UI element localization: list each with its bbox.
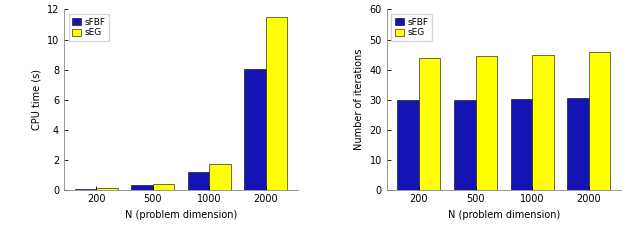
- Bar: [244, 69, 266, 190]
- Y-axis label: Number of iterations: Number of iterations: [354, 49, 364, 150]
- Bar: [567, 98, 589, 190]
- Bar: [266, 17, 287, 190]
- Bar: [96, 188, 118, 190]
- Y-axis label: CPU time (s): CPU time (s): [31, 69, 41, 130]
- Bar: [153, 184, 174, 190]
- Legend: sFBF, sEG: sFBF, sEG: [68, 14, 109, 41]
- Bar: [131, 185, 153, 190]
- Bar: [532, 55, 554, 190]
- Bar: [511, 99, 532, 190]
- Bar: [589, 52, 610, 190]
- Bar: [397, 100, 419, 190]
- Bar: [476, 56, 497, 190]
- Bar: [75, 189, 96, 190]
- Bar: [209, 164, 231, 190]
- X-axis label: N (problem dimension): N (problem dimension): [125, 210, 237, 220]
- Bar: [454, 100, 476, 190]
- Legend: sFBF, sEG: sFBF, sEG: [392, 14, 432, 41]
- Bar: [188, 172, 209, 190]
- X-axis label: N (problem dimension): N (problem dimension): [448, 210, 560, 220]
- Bar: [419, 58, 440, 190]
